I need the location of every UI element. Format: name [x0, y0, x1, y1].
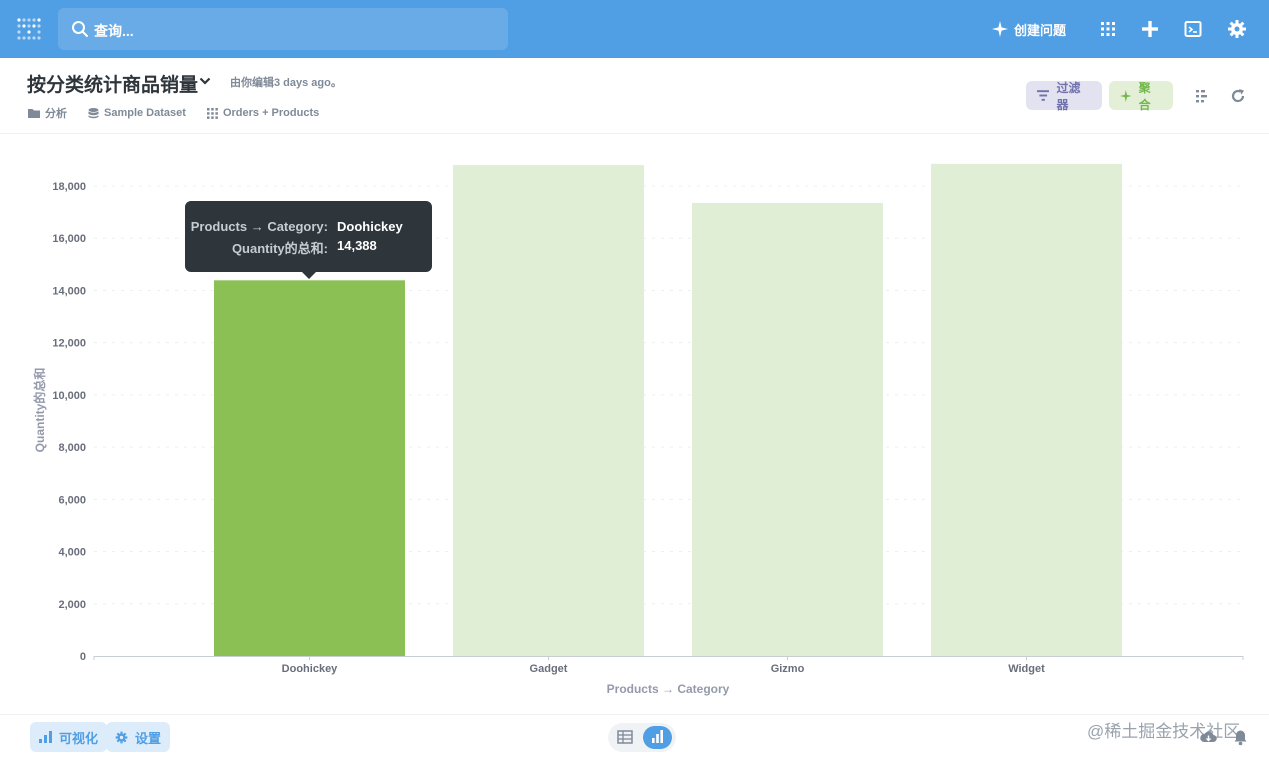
sparkle-icon	[1120, 89, 1132, 102]
metabase-logo-icon[interactable]	[17, 18, 41, 40]
x-tick-label: Gadget	[530, 663, 568, 675]
y-tick-label: 18,000	[52, 181, 86, 193]
top-nav: 查询... 创建问题	[0, 0, 1269, 58]
x-tick-label: Widget	[1008, 663, 1045, 675]
breadcrumb-collection[interactable]: 分析	[28, 105, 67, 121]
summarize-label: 聚合	[1138, 80, 1151, 112]
new-question-label: 创建问题	[1014, 22, 1067, 38]
breadcrumb-label: Orders + Products	[222, 107, 320, 119]
tooltip-key: Quantity的总和:	[231, 241, 328, 256]
chevron-down-icon[interactable]	[198, 74, 212, 88]
y-tick-label: 6,000	[58, 494, 86, 506]
visualize-button[interactable]: 可视化	[30, 722, 108, 752]
footer-divider	[0, 714, 1269, 715]
table-grid-icon	[206, 107, 218, 119]
y-tick-label: 8,000	[58, 442, 86, 454]
bar-widget[interactable]	[931, 163, 1122, 657]
tooltip-value: Doohickey	[337, 219, 403, 234]
y-tick-label: 12,000	[52, 338, 86, 350]
filter-button[interactable]: 过滤器	[1026, 80, 1102, 112]
y-tick-label: 16,000	[52, 233, 86, 245]
header-divider	[0, 133, 1269, 134]
add-icon[interactable]	[1140, 19, 1160, 39]
list-icon[interactable]	[1195, 88, 1211, 104]
question-title[interactable]: 按分类统计商品销量	[27, 75, 199, 96]
sparkle-icon	[992, 21, 1008, 37]
tooltip-arrow	[302, 272, 316, 279]
settings-label: 设置	[135, 730, 162, 746]
chart-tooltip: Products → Category: Doohickey Quantity的…	[185, 201, 432, 279]
x-tick-label: Gizmo	[771, 663, 805, 675]
y-tick-label: 2,000	[58, 599, 86, 611]
bar-doohickey[interactable]	[214, 280, 405, 656]
breadcrumb-table[interactable]: Orders + Products	[206, 107, 320, 119]
breadcrumb-label: Sample Dataset	[104, 107, 186, 119]
filter-label: 过滤器	[1056, 80, 1081, 112]
search-placeholder: 查询...	[94, 23, 134, 39]
x-axis-label: Products → Category	[607, 682, 730, 696]
breadcrumb-database[interactable]: Sample Dataset	[88, 107, 186, 119]
gear-icon[interactable]	[1227, 19, 1247, 39]
apps-grid-icon[interactable]	[1098, 19, 1118, 39]
bar-chart-icon	[39, 731, 52, 743]
x-tick-label: Doohickey	[282, 663, 339, 675]
visualize-label: 可视化	[59, 730, 99, 746]
chart-view-toggle[interactable]	[643, 726, 672, 749]
download-icon[interactable]	[1200, 729, 1217, 746]
bell-icon[interactable]	[1232, 729, 1249, 746]
folder-icon	[28, 109, 40, 118]
tooltip-key: Products → Category:	[190, 219, 328, 234]
refresh-icon[interactable]	[1230, 88, 1246, 104]
y-tick-label: 0	[80, 651, 86, 663]
sql-editor-icon[interactable]	[1183, 19, 1203, 39]
filter-icon	[1037, 90, 1050, 101]
breadcrumb-label: 分析	[45, 108, 67, 120]
database-icon	[88, 107, 99, 118]
table-view-icon[interactable]	[617, 729, 633, 745]
y-axis-label: Quantity的总和	[32, 368, 47, 453]
y-tick-label: 4,000	[58, 547, 86, 559]
new-question-button[interactable]: 创建问题	[992, 18, 1066, 40]
watermark-text: @稀土掘金技术社区	[1087, 722, 1241, 741]
search-input[interactable]: 查询...	[58, 8, 508, 50]
tooltip-value: 14,388	[337, 238, 377, 253]
search-icon	[72, 21, 88, 37]
bar-gadget[interactable]	[453, 165, 644, 656]
bar-chart-icon	[652, 730, 663, 743]
y-tick-label: 10,000	[52, 390, 86, 402]
view-toggle	[608, 723, 676, 752]
summarize-button[interactable]: 聚合	[1109, 80, 1173, 112]
last-edited-info[interactable]: 由你编辑3 days ago。	[230, 77, 342, 89]
gear-icon	[115, 731, 128, 743]
tooltip-row: Products → Category: Doohickey	[185, 219, 432, 234]
bar-gizmo[interactable]	[692, 202, 883, 656]
settings-button[interactable]: 设置	[106, 722, 171, 752]
breadcrumb: 分析 Sample Dataset Orders + Products	[28, 105, 340, 121]
y-tick-label: 14,000	[52, 285, 86, 297]
tooltip-row: Quantity的总和: 14,388	[185, 238, 432, 257]
